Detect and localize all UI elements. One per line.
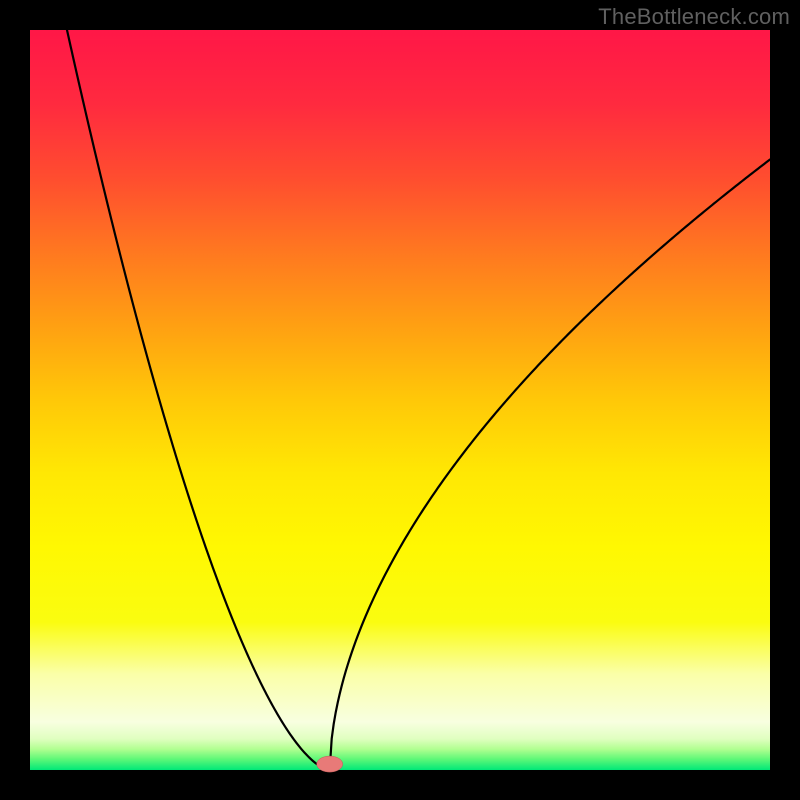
gradient-background — [30, 30, 770, 770]
watermark-text: TheBottleneck.com — [598, 4, 790, 30]
optimal-marker — [317, 756, 343, 772]
bottleneck-chart — [0, 0, 800, 800]
chart-container: TheBottleneck.com — [0, 0, 800, 800]
